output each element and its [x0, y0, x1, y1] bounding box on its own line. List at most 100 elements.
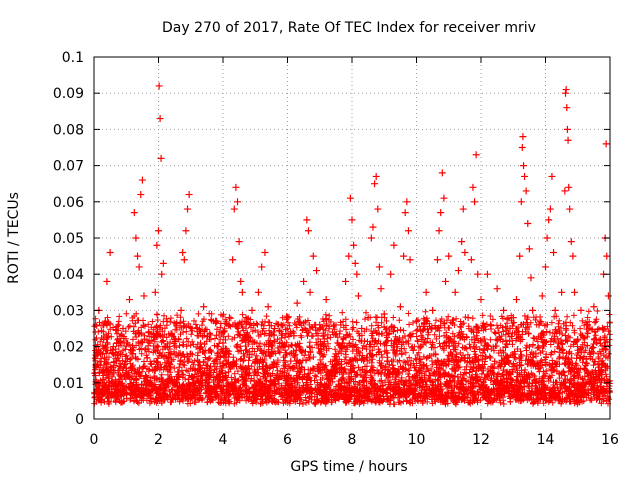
data-point: [106, 248, 114, 256]
data-point: [235, 238, 243, 246]
data-point: [350, 241, 358, 249]
data-point: [593, 375, 601, 383]
data-point: [445, 252, 453, 260]
data-point: [493, 285, 501, 293]
data-point: [461, 248, 469, 256]
data-point: [109, 343, 117, 351]
data-point: [413, 317, 420, 325]
data-point: [567, 238, 575, 246]
data-point: [96, 350, 104, 358]
data-point: [180, 256, 188, 264]
chart-title: Day 270 of 2017, Rate Of TEC Index for r…: [162, 20, 536, 36]
data-point: [237, 277, 245, 285]
data-point: [419, 335, 427, 343]
data-point: [185, 191, 193, 199]
data-point: [222, 361, 230, 369]
y-tick-label: 0.08: [53, 122, 84, 138]
data-point: [387, 270, 395, 278]
data-point: [464, 314, 472, 322]
data-point: [483, 270, 491, 278]
data-point: [518, 144, 526, 151]
data-point: [571, 288, 579, 296]
data-point: [564, 136, 572, 144]
y-tick-label: 0.04: [53, 267, 84, 283]
data-point: [587, 350, 595, 358]
data-point: [93, 361, 101, 369]
data-point: [335, 382, 343, 390]
y-tick-label: 0: [75, 412, 84, 428]
data-point: [216, 368, 224, 376]
data-point: [213, 317, 221, 325]
data-point: [377, 285, 385, 293]
data-point: [167, 357, 175, 365]
data-point: [527, 274, 535, 282]
y-axis-title: ROTI / TECUs: [6, 192, 22, 284]
scatter-background-band: [91, 308, 613, 408]
data-point: [274, 375, 282, 383]
data-point: [155, 82, 163, 90]
y-tick-label: 0.09: [53, 86, 84, 102]
data-point: [271, 325, 279, 332]
data-point: [103, 277, 111, 285]
data-point: [364, 314, 372, 322]
data-point: [108, 382, 116, 390]
y-tick-label: 0.01: [53, 376, 84, 392]
data-point: [437, 209, 445, 217]
data-point: [490, 364, 498, 372]
data-point: [303, 216, 311, 224]
data-point: [267, 350, 275, 358]
data-point: [187, 350, 195, 358]
data-point: [159, 259, 167, 267]
data-point: [525, 245, 533, 253]
data-point: [130, 209, 138, 217]
data-point: [248, 306, 256, 314]
data-point: [477, 296, 485, 304]
data-point: [474, 270, 482, 278]
data-point: [153, 241, 161, 249]
data-point: [496, 335, 504, 343]
data-point: [604, 292, 612, 300]
data-point: [238, 288, 246, 296]
data-point: [558, 288, 566, 296]
data-point: [354, 292, 362, 300]
data-point: [338, 339, 346, 347]
data-point: [543, 234, 551, 242]
data-point: [603, 252, 611, 260]
data-point: [561, 89, 569, 97]
data-point: [234, 198, 242, 206]
data-point: [435, 227, 443, 235]
data-point: [293, 299, 301, 307]
data-point: [346, 194, 354, 202]
data-point: [177, 306, 185, 314]
y-tick-label: 0.05: [53, 231, 84, 247]
data-point: [563, 125, 571, 133]
data-point: [403, 198, 411, 206]
data-point: [113, 357, 121, 365]
data-point: [480, 346, 488, 354]
data-point: [361, 368, 369, 376]
data-point: [332, 350, 340, 358]
x-axis-title: GPS time / hours: [290, 459, 407, 475]
data-point: [583, 321, 591, 329]
data-point: [532, 350, 540, 358]
y-tick-label: 0.02: [53, 340, 84, 356]
data-point: [438, 169, 446, 177]
data-point: [566, 205, 574, 213]
data-point: [375, 263, 383, 271]
y-tick-label: 0.06: [53, 195, 84, 211]
data-point: [563, 104, 571, 112]
data-point: [158, 270, 166, 278]
data-point: [300, 277, 308, 285]
data-point: [448, 339, 456, 347]
data-point: [416, 368, 424, 376]
data-point: [467, 256, 475, 264]
data-point: [469, 183, 477, 191]
data-point: [140, 292, 148, 300]
data-point: [345, 252, 353, 260]
data-point: [306, 288, 314, 296]
data-point: [161, 343, 169, 351]
data-point: [440, 194, 448, 202]
data-point: [551, 306, 559, 314]
data-point: [92, 372, 100, 380]
